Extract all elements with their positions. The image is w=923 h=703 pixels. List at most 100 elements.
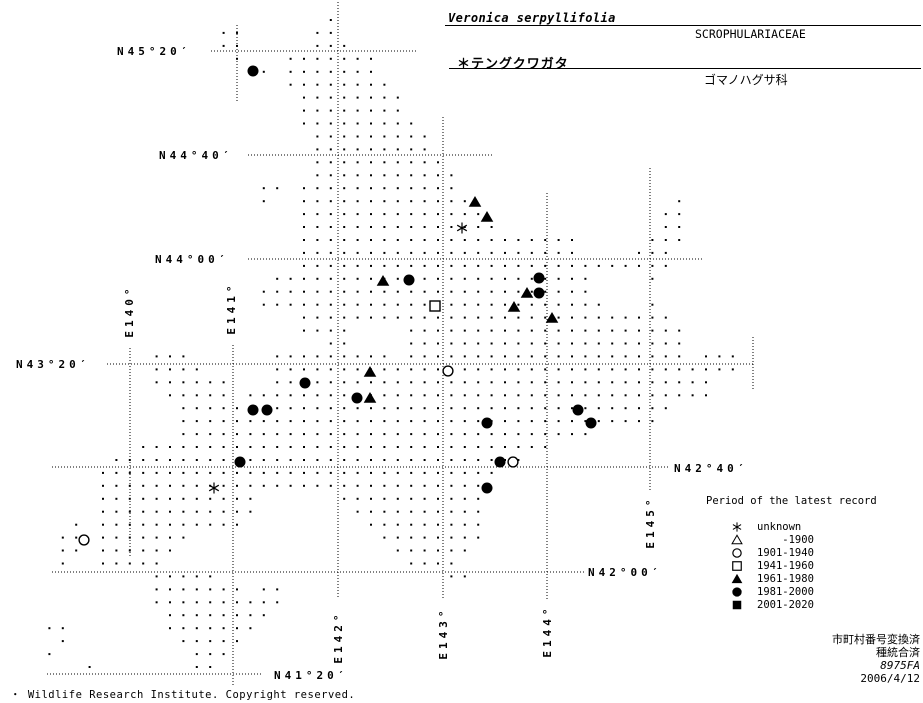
map-grid-dot	[262, 290, 265, 293]
map-grid-dot	[651, 329, 654, 332]
map-grid-dot	[410, 446, 413, 448]
map-grid-dot	[356, 239, 359, 241]
map-grid-dot	[437, 239, 439, 241]
map-grid-dot	[423, 226, 426, 228]
open-triangle-icon	[731, 533, 743, 544]
map-grid-dot	[410, 407, 413, 410]
map-grid-dot	[450, 523, 453, 526]
map-grid-dot	[102, 471, 104, 474]
map-grid-dot	[329, 368, 332, 371]
map-grid-dot	[222, 510, 225, 513]
map-grid-dot	[209, 471, 212, 474]
map-grid-dot	[517, 342, 520, 345]
map-grid-dot	[222, 433, 225, 436]
map-grid-dot	[356, 109, 359, 112]
map-grid-dot	[329, 381, 332, 384]
map-grid-dot	[169, 381, 171, 384]
map-grid-dot	[423, 497, 426, 500]
map-grid-dot	[343, 174, 346, 177]
map-grid-dot	[222, 614, 225, 617]
map-grid-dot	[450, 536, 453, 539]
map-grid-dot	[316, 303, 319, 306]
map-grid-dot	[423, 239, 426, 241]
map-grid-dot	[142, 549, 145, 552]
map-grid-dot	[530, 368, 533, 371]
map-grid-dot	[530, 277, 533, 280]
map-grid-dot	[209, 523, 212, 526]
map-grid-dot	[102, 549, 104, 552]
map-grid-dot	[343, 342, 346, 345]
map-grid-dot	[571, 420, 573, 423]
map-grid-dot	[504, 355, 506, 358]
map-grid-dot	[437, 394, 439, 397]
map-grid-dot	[557, 407, 560, 410]
map-grid-dot	[463, 342, 466, 345]
map-grid-dot	[142, 562, 145, 565]
map-grid-dot	[664, 342, 667, 345]
map-grid-dot	[410, 226, 413, 228]
map-grid-dot	[370, 83, 372, 86]
map-grid-dot	[249, 471, 252, 474]
legend-entry-label: 1941-1960	[757, 559, 814, 572]
map-grid-dot	[490, 303, 493, 306]
record-open-circle	[507, 456, 519, 468]
record-filled-triangle	[520, 287, 534, 298]
map-grid-dot	[410, 523, 413, 526]
map-grid-dot	[437, 355, 439, 358]
map-grid-dot	[423, 459, 426, 461]
map-grid-dot	[102, 536, 104, 539]
map-grid-dot	[651, 303, 654, 306]
map-grid-dot	[343, 497, 346, 500]
map-grid-dot	[450, 174, 453, 177]
map-grid-dot	[236, 510, 238, 513]
map-grid-dot	[343, 226, 346, 228]
map-grid-dot	[316, 251, 319, 254]
map-grid-dot	[316, 239, 319, 241]
map-grid-dot	[222, 640, 225, 643]
map-grid-dot	[303, 290, 305, 293]
map-grid-dot	[423, 368, 426, 371]
map-grid-dot	[316, 329, 319, 332]
map-grid-dot	[490, 394, 493, 397]
map-grid-dot	[423, 329, 426, 332]
map-grid-dot	[437, 407, 439, 410]
map-grid-dot	[477, 355, 480, 358]
map-grid-dot	[517, 316, 520, 319]
map-grid-dot	[410, 368, 413, 371]
map-grid-dot	[490, 471, 493, 474]
map-grid-dot	[262, 200, 265, 203]
map-grid-dot	[410, 329, 413, 332]
map-grid-dot	[423, 394, 426, 397]
map-grid-dot	[289, 381, 292, 384]
map-grid-dot	[329, 57, 332, 60]
map-grid-dot	[423, 161, 426, 164]
map-grid-dot	[544, 251, 547, 254]
map-grid-dot	[396, 510, 399, 513]
map-grid-dot	[410, 187, 413, 190]
map-grid-dot	[195, 575, 198, 578]
map-grid-dot	[557, 277, 560, 280]
map-grid-dot	[437, 161, 439, 164]
map-grid-dot	[463, 420, 466, 423]
map-grid-dot	[396, 148, 399, 151]
map-grid-dot	[396, 471, 399, 474]
map-grid-dot	[396, 161, 399, 164]
map-grid-dot	[664, 226, 667, 228]
map-grid-dot	[463, 407, 466, 410]
map-grid-dot	[75, 549, 78, 552]
map-grid-dot	[584, 303, 587, 306]
map-grid-dot	[450, 264, 453, 267]
map-grid-dot	[490, 290, 493, 293]
map-grid-dot	[236, 614, 238, 617]
map-grid-dot	[209, 446, 212, 448]
map-grid-dot	[437, 471, 439, 474]
map-grid-dot	[437, 433, 439, 436]
map-grid-dot	[289, 407, 292, 410]
map-grid-dot	[463, 213, 466, 216]
map-grid-dot	[705, 394, 707, 397]
map-grid-dot	[437, 277, 439, 280]
map-grid-dot	[222, 588, 225, 591]
map-grid-dot	[316, 109, 319, 112]
map-grid-dot	[437, 549, 439, 552]
